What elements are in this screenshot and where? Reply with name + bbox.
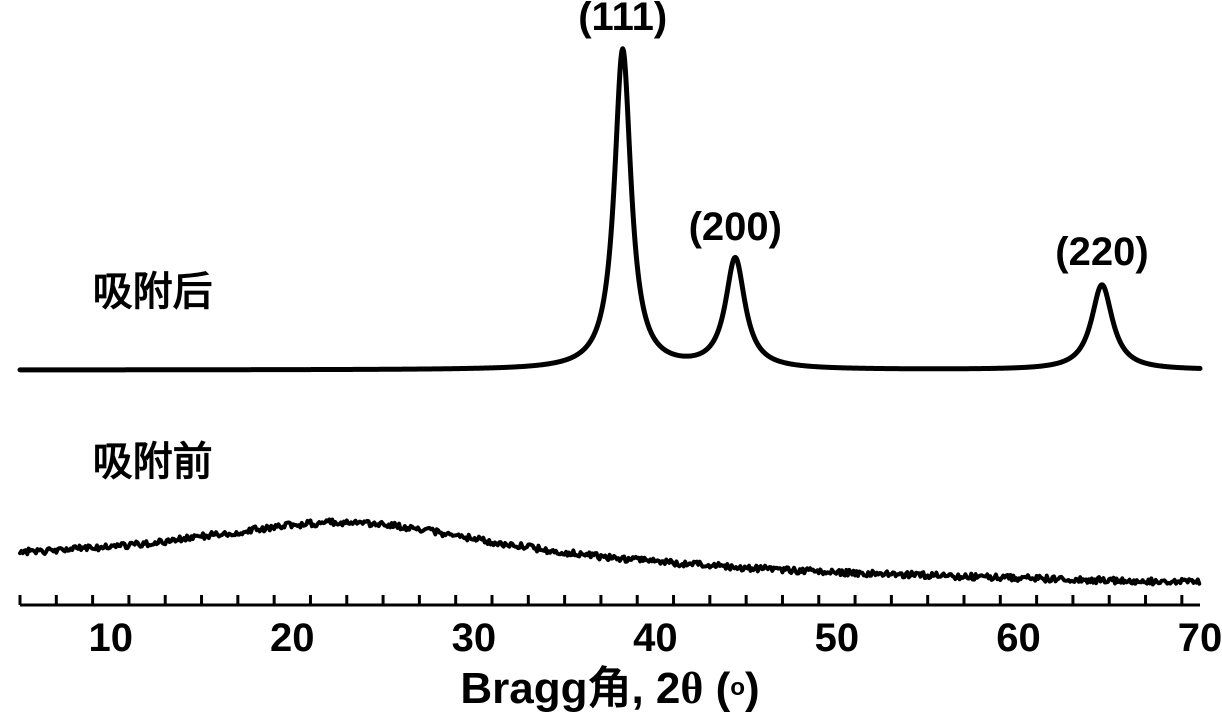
x-tick-label: 60: [996, 616, 1041, 660]
curve-after: [20, 49, 1200, 370]
peak-label: (111): [578, 0, 667, 39]
x-tick-label: 20: [270, 616, 315, 660]
x-tick-label: 30: [452, 616, 497, 660]
xrd-chart: (111) (200) (220) 吸附后吸附前 10 20 30 40 50 60 70 Bragg…: [0, 0, 1222, 719]
x-tick-label: 10: [89, 616, 134, 660]
x-axis-label: Bragg角, 2θ (o): [460, 664, 759, 713]
curve-label-before: 吸附前: [93, 440, 213, 484]
x-tick-label: 70: [1178, 616, 1222, 660]
peak-label: (200): [689, 205, 782, 249]
curve-before: [20, 519, 1199, 584]
x-tick-label: 40: [633, 616, 678, 660]
curve-label-after: 吸附后: [93, 270, 213, 314]
x-tick-label: 50: [815, 616, 860, 660]
peak-label: (220): [1055, 230, 1148, 274]
